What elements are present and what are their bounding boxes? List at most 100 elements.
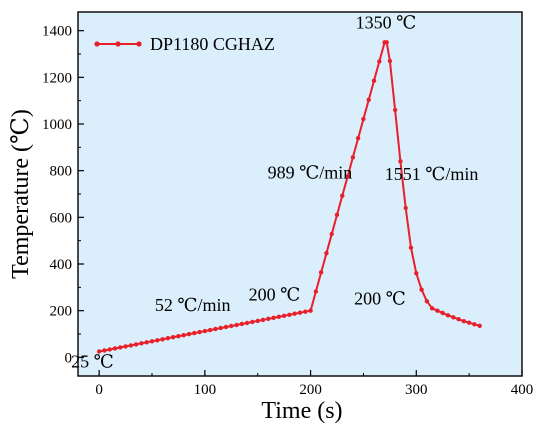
data-point-marker (392, 107, 398, 113)
data-point-marker (123, 344, 128, 349)
data-point-marker (308, 308, 313, 313)
data-point-marker (102, 348, 107, 353)
legend-label: DP1180 CGHAZ (150, 34, 275, 54)
data-point-marker (276, 314, 282, 319)
data-point-marker (287, 312, 292, 317)
y-tick-label: 800 (50, 164, 73, 180)
data-point-marker (384, 40, 389, 45)
data-point-marker (361, 116, 366, 122)
data-point-marker (371, 78, 377, 83)
annotation-label: 1350 ℃ (356, 12, 417, 32)
x-axis-title: Time (s) (261, 398, 342, 424)
data-point-marker (207, 327, 213, 333)
data-point-marker (466, 320, 472, 325)
data-point-marker (292, 311, 297, 316)
data-point-marker (170, 335, 176, 340)
data-point-marker (424, 299, 430, 304)
data-point-marker (139, 341, 144, 346)
data-point-marker (366, 97, 371, 103)
data-point-marker (223, 324, 229, 330)
data-point-marker (472, 322, 477, 327)
data-point-marker (334, 212, 340, 217)
data-point-marker (155, 338, 160, 343)
plot-background (78, 12, 522, 376)
annotation-label: 25 ℃ (71, 352, 114, 372)
data-point-marker (176, 334, 181, 339)
data-point-marker (149, 339, 155, 344)
data-point-marker (186, 331, 192, 337)
data-point-marker (398, 159, 403, 164)
data-point-marker (244, 320, 250, 326)
data-point-marker (297, 310, 303, 315)
data-point-marker (181, 333, 186, 338)
plot-layer (78, 12, 522, 376)
data-point-marker (435, 308, 440, 313)
data-point-marker (445, 313, 451, 318)
x-tick-label: 400 (511, 382, 534, 398)
data-point-marker (107, 347, 112, 352)
data-point-marker (414, 271, 419, 276)
data-point-marker (377, 59, 382, 64)
data-point-marker (456, 317, 461, 322)
x-tick-label: 0 (95, 382, 103, 398)
y-tick-label: 0 (65, 350, 73, 366)
data-point-marker (451, 315, 456, 320)
x-tick-label: 100 (194, 382, 217, 398)
y-tick-label: 1200 (42, 70, 72, 86)
legend: DP1180 CGHAZ (94, 34, 275, 54)
data-point-marker (197, 329, 202, 335)
y-tick-label: 1000 (42, 117, 72, 133)
data-point-marker (192, 330, 197, 336)
data-point-marker (160, 337, 165, 342)
series-layer (96, 40, 482, 354)
annotation-label: 52 ℃/min (155, 295, 231, 315)
y-tick-label: 600 (50, 210, 73, 226)
data-point-marker (408, 245, 414, 250)
data-point-marker (250, 319, 255, 325)
data-point-marker (271, 315, 276, 320)
x-tick-label: 200 (299, 382, 322, 398)
legend-marker-left (94, 41, 100, 47)
data-point-marker (350, 155, 356, 160)
axes-layer: 0 100 200 300 400 0 200 400 600 800 1000 1200 1400 (42, 11, 534, 398)
annotation-label: 1551 ℃/min (385, 164, 479, 184)
x-tick-label: 300 (405, 382, 428, 398)
y-axis-title: Temperature (℃) (8, 109, 34, 279)
data-point-marker (281, 313, 287, 318)
annotation-label: 200 ℃ (249, 285, 301, 305)
data-point-marker (229, 323, 234, 329)
data-point-marker (133, 342, 139, 347)
y-tick-label: 400 (50, 257, 73, 273)
data-point-marker (387, 58, 393, 64)
data-point-marker (266, 316, 271, 321)
data-point-marker (324, 251, 329, 256)
legend-marker-right (136, 41, 142, 47)
y-tick-label: 1400 (42, 24, 72, 40)
data-point-marker (403, 205, 408, 211)
data-point-marker (303, 309, 308, 314)
annotation-layer: 25 ℃ 52 ℃/min 200 ℃ 989 ℃/min 1350 ℃ 1551 ℃/m… (71, 12, 478, 371)
data-point-marker (218, 325, 223, 331)
y-tick-label: 200 (50, 304, 73, 320)
data-point-marker (239, 321, 245, 327)
annotation-label: 200 ℃ (354, 288, 406, 308)
data-point-marker (440, 310, 445, 316)
data-point-marker (355, 136, 361, 141)
data-point-marker (202, 328, 208, 334)
data-point-marker (419, 287, 424, 292)
data-point-marker (165, 336, 171, 341)
data-point-marker (118, 345, 123, 350)
data-point-marker (144, 340, 149, 345)
data-point-marker (234, 322, 239, 328)
data-point-marker (318, 270, 324, 275)
data-point-marker (96, 349, 102, 354)
data-point-marker (260, 317, 266, 323)
data-point-marker (461, 319, 467, 324)
data-point-marker (345, 174, 350, 179)
data-point-marker (477, 323, 482, 328)
data-point-marker (429, 306, 435, 311)
legend-marker-middle (115, 41, 121, 47)
data-point-marker (128, 343, 134, 348)
data-point-marker (340, 193, 345, 198)
